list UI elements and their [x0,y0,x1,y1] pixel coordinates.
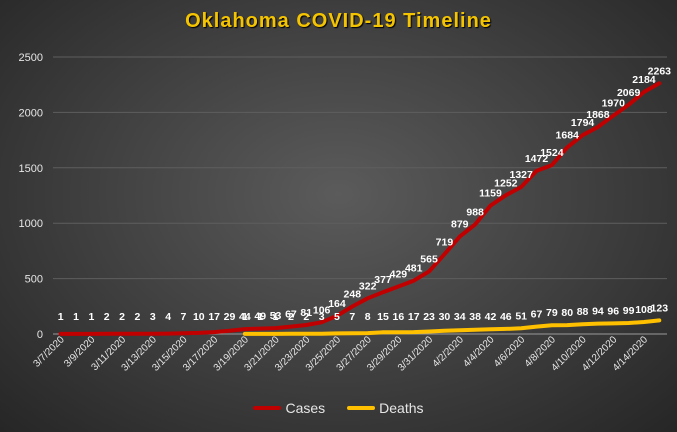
data-label-deaths: 108 [635,304,653,316]
data-label-cases: 322 [359,280,377,292]
data-label-deaths: 23 [423,311,435,323]
data-label-deaths: 15 [377,311,389,323]
data-label-deaths: 38 [469,311,481,323]
data-label-cases: 29 [224,311,236,323]
chart-title: Oklahoma COVID-19 Timeline [185,10,492,32]
x-tick-label: 4/4/2020 [461,334,497,370]
y-tick-label: 0 [37,329,43,341]
x-tick-label: 4/6/2020 [492,334,528,370]
y-tick-label: 2000 [19,107,43,119]
data-label-deaths: 7 [349,311,355,323]
data-label-cases: 565 [420,253,438,265]
data-label-cases: 164 [328,298,346,310]
data-label-cases: 10 [193,311,205,323]
legend-label-deaths: Deaths [379,400,424,416]
data-label-cases: 49 [254,311,266,323]
data-label-cases: 2184 [632,74,656,86]
data-label-cases: 1684 [556,129,580,141]
data-label-cases: 248 [344,289,362,301]
data-label-deaths: 67 [531,309,543,321]
data-label-cases: 2069 [617,87,641,99]
data-label-cases: 2 [135,311,141,323]
data-label-cases: 1868 [586,109,610,121]
data-label-deaths: 96 [607,305,619,317]
data-label-deaths: 1 [257,311,263,323]
data-label-deaths: 94 [592,306,604,318]
data-label-cases: 1472 [525,153,549,165]
data-label-cases: 4 [165,311,171,323]
data-label-cases: 81 [300,307,312,319]
x-tick-label: 4/2/2020 [431,334,467,370]
data-label-cases: 988 [466,207,484,219]
legend-entry-deaths: Deaths [347,400,424,416]
data-label-deaths: 17 [408,311,420,323]
y-tick-label: 500 [25,274,43,286]
legend-swatch-deaths [347,406,376,410]
data-label-deaths: 46 [500,311,512,323]
legend-swatch-cases [253,406,282,410]
data-label-deaths: 51 [515,310,527,322]
data-label-deaths: 16 [393,311,405,323]
data-label-cases: 53 [270,310,282,322]
legend: Cases Deaths [0,400,677,416]
y-tick-label: 1000 [19,218,43,230]
data-label-cases: 879 [451,219,469,231]
data-label-deaths: 5 [334,311,340,323]
legend-entry-cases: Cases [253,400,325,416]
legend-label-cases: Cases [285,400,326,416]
data-label-deaths: 1 [242,311,248,323]
data-label-deaths: 123 [651,302,669,314]
data-label-deaths: 79 [546,307,558,319]
data-label-deaths: 42 [485,311,497,323]
data-label-cases: 1252 [494,177,518,189]
y-tick-label: 2500 [19,52,43,64]
data-label-deaths: 30 [439,311,451,323]
data-label-cases: 17 [208,311,220,323]
data-label-deaths: 99 [623,305,635,317]
data-label-cases: 1 [73,311,79,323]
data-label-cases: 44 [239,311,251,323]
data-label-cases: 1 [88,311,94,323]
series-line-cases [58,81,662,336]
data-label-cases: 1159 [479,188,502,200]
data-label-deaths: 88 [577,306,589,318]
data-label-cases: 67 [285,309,297,321]
series-line-deaths [242,318,662,336]
data-label-deaths: 8 [365,311,371,323]
data-label-cases: 2 [104,311,110,323]
data-label-cases: 481 [405,263,423,275]
data-label-cases: 1 [58,311,64,323]
data-label-cases: 3 [150,311,156,323]
y-tick-label: 1500 [19,163,43,175]
data-label-cases: 1970 [602,98,626,110]
data-label-cases: 429 [390,268,408,280]
data-label-cases: 2 [119,311,125,323]
data-label-deaths: 2 [288,311,294,323]
data-label-cases: 7 [181,311,187,323]
data-label-deaths: 2 [303,311,309,323]
data-label-deaths: 34 [454,311,466,323]
data-label-deaths: 1 [273,311,279,323]
data-label-cases: 719 [436,236,454,248]
data-label-cases: 377 [374,274,392,286]
data-label-deaths: 3 [319,311,325,323]
data-label-cases: 106 [313,304,331,316]
data-label-cases: 1327 [509,169,533,181]
data-label-cases: 2263 [648,65,672,77]
data-label-cases: 1524 [540,147,564,159]
data-label-deaths: 80 [561,307,573,319]
data-label-cases: 1794 [571,117,595,129]
